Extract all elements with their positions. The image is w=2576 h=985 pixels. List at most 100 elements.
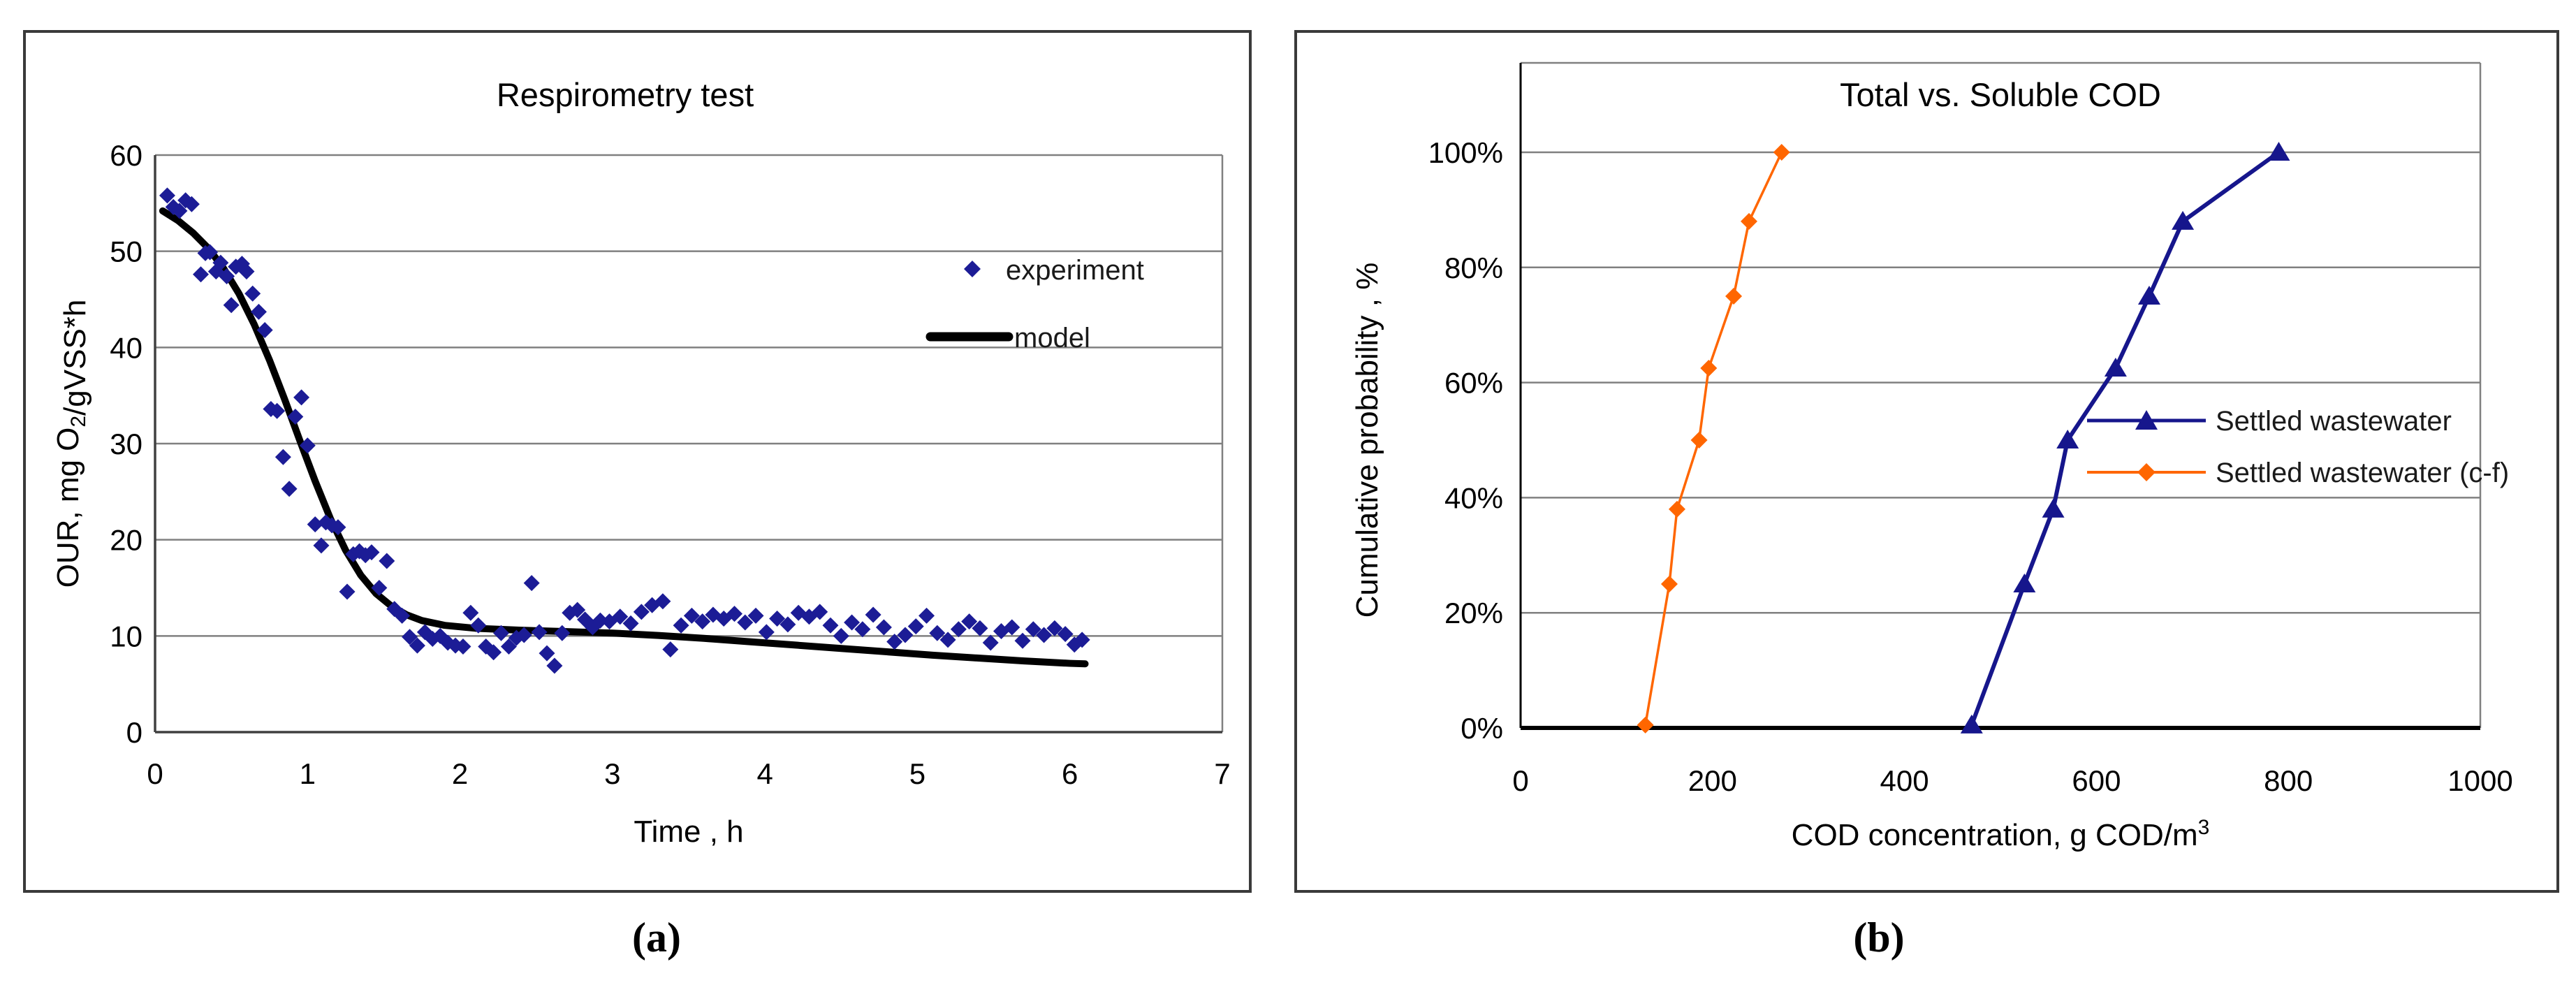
data-point-diamond	[523, 575, 540, 592]
data-point-diamond	[1725, 288, 1743, 305]
series-line	[1969, 150, 2281, 726]
data-point-diamond	[683, 607, 700, 624]
chart-a-frame	[154, 154, 1224, 734]
data-point-diamond	[269, 402, 286, 419]
settled-wastewater-cf-diamond-icon	[2137, 463, 2156, 481]
data-point-triangle	[2137, 286, 2160, 305]
data-point-diamond	[250, 303, 267, 320]
data-point-diamond	[363, 544, 380, 561]
x-tick-label: 3	[604, 757, 620, 790]
data-point-diamond	[758, 624, 775, 641]
data-point-diamond	[1036, 627, 1053, 643]
data-point-diamond	[972, 620, 988, 636]
data-point-diamond	[569, 601, 586, 618]
data-point-diamond	[409, 637, 425, 654]
data-point-diamond	[726, 606, 742, 622]
model-series-line	[159, 207, 1089, 668]
data-point-diamond	[462, 604, 479, 621]
x-tick-label: 0	[1512, 764, 1528, 797]
data-point-diamond	[1025, 621, 1041, 638]
x-tick-label: 2	[452, 757, 468, 790]
data-point-diamond	[1668, 500, 1685, 518]
x-tick-label: 800	[2264, 764, 2313, 797]
series-points	[1960, 142, 2290, 734]
chart-b-plot: 0 200 400 600 800 1000 0% 20% 40% 60% 80% 100%	[1428, 61, 2513, 797]
data-point-diamond	[171, 203, 188, 219]
data-point-diamond	[244, 285, 261, 302]
data-point-diamond	[812, 604, 828, 620]
y-tick-label: 50	[110, 235, 142, 268]
data-point-diamond	[1074, 632, 1090, 648]
chart-b-ytick-labels: 0% 20% 40% 60% 80% 100%	[1428, 136, 1503, 745]
data-point-diamond	[592, 612, 608, 629]
data-point-triangle	[2013, 574, 2036, 592]
panel-b: Total vs. Soluble COD 0 200 400 600 800 10000…	[1294, 30, 2559, 961]
data-point-diamond	[1700, 360, 1718, 377]
data-point-diamond	[865, 606, 881, 623]
data-point-diamond	[313, 537, 330, 554]
legend-model-label: model	[1014, 323, 1090, 353]
data-point-diamond	[1046, 620, 1063, 636]
data-point-diamond	[919, 607, 935, 624]
experiment-series-points	[159, 187, 1090, 674]
data-point-diamond	[455, 638, 471, 655]
chart-a-plot: 0 1 2 3 4 5 6 7 0 10 20 30 40 50 60	[110, 139, 1230, 790]
data-point-diamond	[493, 625, 510, 641]
data-point-diamond	[500, 638, 517, 655]
data-point-diamond	[1057, 626, 1074, 643]
data-point-diamond	[1004, 619, 1020, 636]
data-point-diamond	[622, 615, 639, 632]
data-point-diamond	[982, 634, 999, 651]
x-tick-label: 6	[1062, 757, 1078, 790]
data-point-diamond	[281, 481, 298, 497]
data-point-diamond	[339, 583, 356, 600]
data-point-diamond	[275, 448, 291, 465]
x-tick-label: 1000	[2447, 764, 2512, 797]
series-points	[1637, 144, 1790, 734]
data-point-diamond	[546, 657, 563, 674]
data-point-diamond	[1773, 144, 1790, 161]
data-point-triangle	[2042, 498, 2065, 518]
data-point-diamond	[192, 266, 209, 283]
data-point-diamond	[662, 641, 679, 658]
data-point-diamond	[875, 619, 892, 636]
data-point-diamond	[539, 645, 555, 662]
data-point-diamond	[737, 614, 754, 631]
panel-a-caption: (a)	[632, 914, 681, 961]
chart-a-title: Respirometry test	[497, 76, 754, 113]
data-point-triangle	[1960, 714, 1983, 734]
data-point-diamond	[293, 389, 310, 406]
data-point-triangle	[2056, 430, 2079, 448]
y-tick-label: 60%	[1444, 367, 1503, 400]
data-point-triangle	[2104, 358, 2127, 377]
settled-wastewater-triangle-icon	[2135, 410, 2158, 430]
y-tick-label: 40	[110, 331, 142, 364]
chart-b-title: Total vs. Soluble COD	[1840, 76, 2161, 113]
data-point-diamond	[769, 611, 786, 627]
panel-b-caption: (b)	[1853, 914, 1904, 961]
y-tick-label: 20%	[1444, 597, 1503, 629]
data-point-diamond	[886, 634, 903, 650]
data-point-diamond	[961, 613, 978, 630]
chart-b-xtick-labels: 0 200 400 600 800 1000	[1512, 764, 2512, 797]
data-point-diamond	[238, 263, 255, 280]
y-tick-label: 30	[110, 428, 142, 460]
data-point-diamond	[223, 297, 240, 314]
data-point-diamond	[1637, 716, 1654, 734]
data-point-diamond	[612, 608, 629, 625]
data-point-diamond	[673, 617, 689, 634]
data-point-diamond	[256, 322, 273, 339]
y-tick-label: 60	[110, 139, 142, 172]
data-point-diamond	[402, 629, 418, 645]
data-point-diamond	[1660, 576, 1678, 592]
data-point-diamond	[287, 408, 304, 425]
x-tick-label: 4	[756, 757, 773, 790]
data-point-diamond	[554, 625, 571, 641]
panel-a: Respirometry test 0 1 2 3 4 5 6 70102030405060 …	[23, 30, 1252, 961]
data-point-diamond	[929, 625, 946, 641]
data-point-diamond	[1690, 432, 1708, 448]
data-point-diamond	[485, 644, 502, 661]
y-tick-label: 80%	[1444, 251, 1503, 284]
data-point-diamond	[654, 593, 671, 610]
panel-a-border	[23, 30, 1252, 893]
